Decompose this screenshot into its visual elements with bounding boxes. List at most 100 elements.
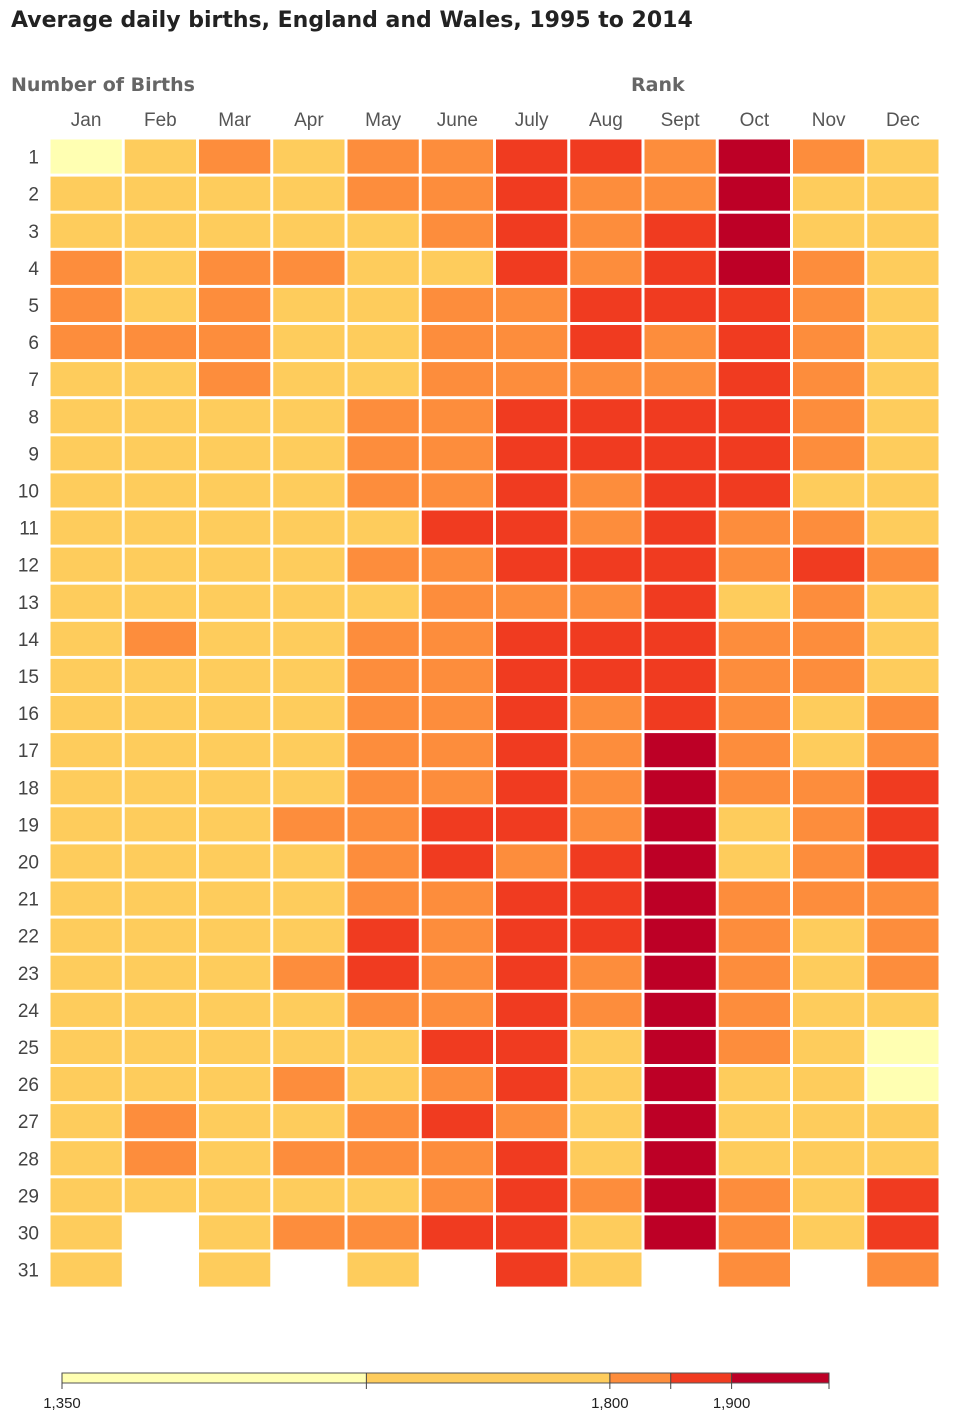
heatmap-cell: [644, 1215, 716, 1250]
heatmap-cell: [644, 621, 716, 656]
heatmap-cell: [793, 287, 865, 322]
heatmap-cell: [867, 733, 939, 768]
heatmap-cell: [273, 621, 345, 656]
heatmap-cell: [793, 176, 865, 211]
heatmap-cell: [50, 473, 122, 508]
heatmap-cell: [793, 696, 865, 731]
heatmap-cell: [199, 1067, 271, 1102]
day-label: 14: [18, 630, 40, 651]
heatmap-cell: [496, 1215, 568, 1250]
heatmap-cell: [644, 658, 716, 693]
heatmap-cell: [50, 547, 122, 582]
heatmap-cell: [718, 733, 790, 768]
heatmap-cell: [347, 1215, 419, 1250]
heatmap-cell: [421, 362, 493, 397]
heatmap-cell: [124, 1067, 196, 1102]
heatmap-cell: [199, 881, 271, 916]
heatmap-cell: [273, 547, 345, 582]
heatmap-cell: [199, 807, 271, 842]
heatmap-cell: [273, 250, 345, 285]
heatmap-cell: [718, 1029, 790, 1064]
heatmap-cell: [867, 436, 939, 471]
heatmap-cell: [199, 584, 271, 619]
heatmap-cell: [793, 992, 865, 1027]
heatmap-cell: [570, 584, 642, 619]
heatmap-cell: [496, 918, 568, 953]
heatmap-cell: [347, 807, 419, 842]
legend-swatch: [609, 1373, 671, 1383]
heatmap-cell: [644, 696, 716, 731]
heatmap-cell: [867, 1178, 939, 1213]
heatmap-cell: [50, 139, 122, 174]
heatmap-cell: [124, 733, 196, 768]
heatmap-cell: [273, 1067, 345, 1102]
heatmap-cell: [199, 510, 271, 545]
day-label: 11: [19, 519, 39, 540]
heatmap-cell: [421, 658, 493, 693]
heatmap-cell: [644, 213, 716, 248]
heatmap-cell: [867, 176, 939, 211]
month-label: Sept: [661, 110, 701, 131]
heatmap-cell: [496, 1141, 568, 1176]
heatmap-cell: [421, 584, 493, 619]
heatmap-cell: [421, 399, 493, 434]
heatmap-cell: [124, 844, 196, 879]
heatmap-cell: [50, 696, 122, 731]
heatmap-cell: [273, 807, 345, 842]
month-label: Apr: [294, 110, 324, 131]
heatmap-cell: [199, 399, 271, 434]
heatmap-cell: [50, 436, 122, 471]
heatmap-cell: [644, 1067, 716, 1102]
heatmap-cell: [867, 992, 939, 1027]
heatmap-cell: [199, 176, 271, 211]
heatmap-cell: [273, 213, 345, 248]
month-label: Nov: [812, 110, 846, 131]
heatmap-cell: [273, 696, 345, 731]
heatmap-cell: [644, 992, 716, 1027]
heatmap-cell: [496, 325, 568, 360]
heatmap-cell: [199, 287, 271, 322]
heatmap-cell: [867, 547, 939, 582]
heatmap-cell: [793, 1104, 865, 1139]
heatmap-cell: [644, 176, 716, 211]
month-label: Aug: [589, 110, 623, 131]
heatmap-cell: [570, 621, 642, 656]
heatmap-cell: [793, 325, 865, 360]
day-label: 4: [28, 259, 39, 280]
day-label: 17: [18, 741, 39, 762]
heatmap-cell: [496, 176, 568, 211]
heatmap-cell: [421, 621, 493, 656]
heatmap-cell: [867, 807, 939, 842]
heatmap-cell: [496, 733, 568, 768]
heatmap-cell: [347, 510, 419, 545]
heatmap-cell: [421, 1029, 493, 1064]
heatmap-cell: [421, 139, 493, 174]
heatmap-cell: [124, 473, 196, 508]
heatmap-cell: [347, 399, 419, 434]
legend-tick-label: 1,900: [713, 1395, 751, 1412]
month-label: Jan: [71, 110, 102, 131]
heatmap-cell: [570, 250, 642, 285]
heatmap-cell: [50, 658, 122, 693]
heatmap-cell: [50, 733, 122, 768]
heatmap-cell: [496, 1252, 568, 1287]
heatmap-cell: [124, 325, 196, 360]
day-label: 8: [28, 407, 39, 428]
day-label: 15: [18, 667, 39, 688]
heatmap-cell: [421, 1104, 493, 1139]
heatmap-cell: [199, 1252, 271, 1287]
heatmap-cell: [421, 918, 493, 953]
heatmap-cell: [496, 955, 568, 990]
heatmap-cell: [124, 992, 196, 1027]
heatmap-cell: [793, 1178, 865, 1213]
heatmap-cell: [50, 881, 122, 916]
heatmap-cell: [496, 1067, 568, 1102]
heatmap-cell: [496, 436, 568, 471]
heatmap-cell: [421, 213, 493, 248]
heatmap-cell: [50, 584, 122, 619]
heatmap-cell: [496, 584, 568, 619]
heatmap-cell: [644, 1178, 716, 1213]
heatmap-cell: [644, 139, 716, 174]
heatmap-cell: [570, 436, 642, 471]
heatmap-cell: [644, 287, 716, 322]
